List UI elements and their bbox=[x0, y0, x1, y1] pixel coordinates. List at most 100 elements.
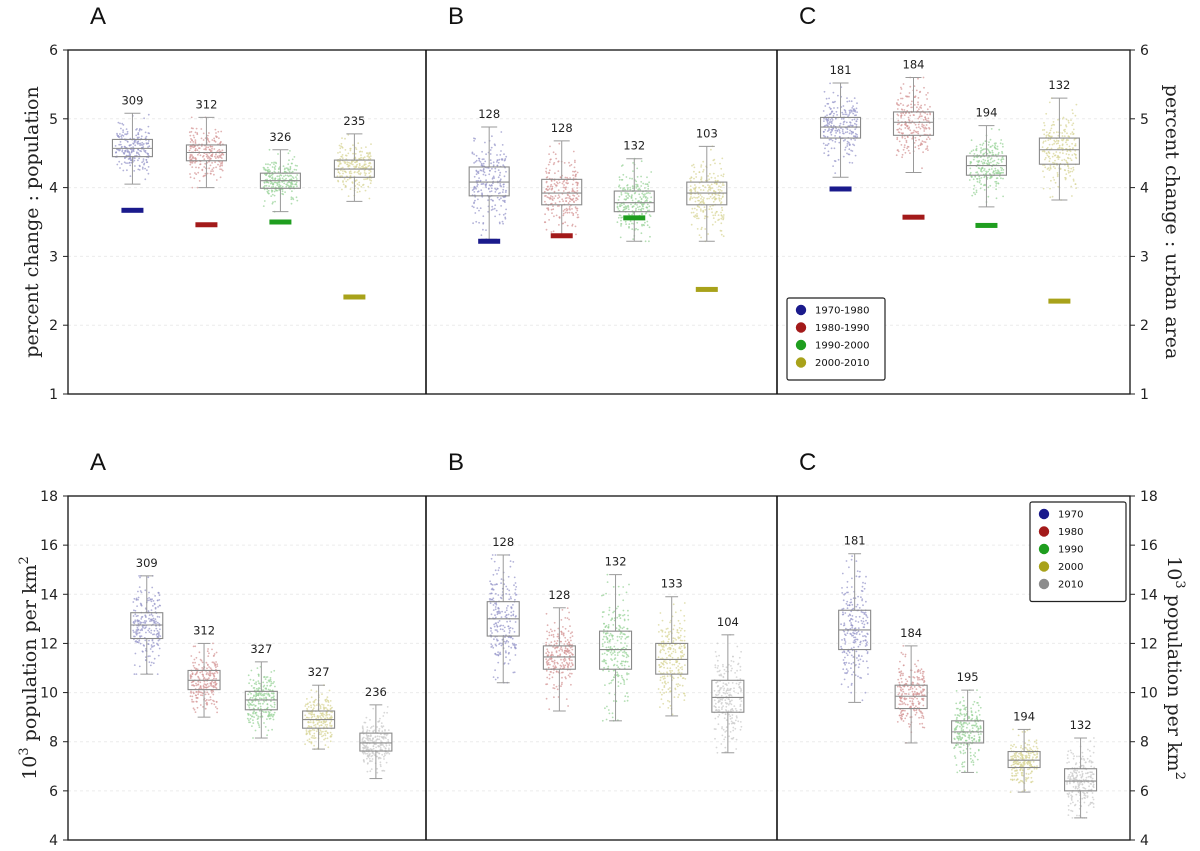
jitter-point bbox=[707, 233, 709, 235]
jitter-point bbox=[128, 158, 130, 160]
jitter-point bbox=[215, 706, 217, 708]
jitter-point bbox=[206, 662, 208, 664]
jitter-point bbox=[504, 175, 506, 177]
jitter-point bbox=[506, 614, 508, 616]
jitter-point bbox=[623, 203, 625, 205]
jitter-point bbox=[560, 646, 562, 648]
jitter-point bbox=[839, 132, 841, 134]
jitter-point bbox=[359, 165, 361, 167]
jitter-point bbox=[260, 694, 262, 696]
jitter-point bbox=[713, 190, 715, 192]
jitter-point bbox=[1069, 175, 1071, 177]
jitter-point bbox=[856, 124, 858, 126]
y-tick-label-left: 10 bbox=[40, 686, 58, 702]
jitter-point bbox=[567, 225, 569, 227]
count-label: 128 bbox=[478, 107, 500, 121]
jitter-point bbox=[324, 733, 326, 735]
jitter-point bbox=[683, 699, 685, 701]
jitter-point bbox=[496, 161, 498, 163]
jitter-point bbox=[1000, 177, 1002, 179]
jitter-point bbox=[500, 628, 502, 630]
jitter-point bbox=[980, 150, 982, 152]
jitter-point bbox=[928, 127, 930, 129]
jitter-point bbox=[564, 650, 566, 652]
jitter-point bbox=[546, 181, 548, 183]
jitter-point bbox=[138, 640, 140, 642]
jitter-point bbox=[566, 177, 568, 179]
jitter-point bbox=[572, 198, 574, 200]
jitter-point bbox=[624, 189, 626, 191]
jitter-point bbox=[836, 111, 838, 113]
jitter-point bbox=[509, 620, 511, 622]
jitter-point bbox=[129, 145, 131, 147]
y-tick-label-right: 6 bbox=[1140, 784, 1149, 800]
y-tick-label-right: 18 bbox=[1140, 489, 1158, 505]
jitter-point bbox=[251, 685, 253, 687]
jitter-point bbox=[994, 181, 996, 183]
jitter-point bbox=[491, 187, 493, 189]
jitter-point bbox=[134, 142, 136, 144]
jitter-point bbox=[569, 676, 571, 678]
jitter-point bbox=[346, 161, 348, 163]
jitter-point bbox=[306, 733, 308, 735]
jitter-point bbox=[135, 610, 137, 612]
jitter-point bbox=[722, 219, 724, 221]
jitter-point bbox=[720, 198, 722, 200]
box-c-2000-2010: 132 bbox=[1039, 78, 1079, 303]
jitter-point bbox=[381, 730, 383, 732]
jitter-point bbox=[1072, 147, 1074, 149]
jitter-point bbox=[830, 131, 832, 133]
jitter-point bbox=[285, 178, 287, 180]
jitter-point bbox=[384, 734, 386, 736]
jitter-point bbox=[500, 205, 502, 207]
jitter-point bbox=[978, 162, 980, 164]
jitter-point bbox=[327, 704, 329, 706]
jitter-point bbox=[559, 217, 561, 219]
jitter-point bbox=[923, 130, 925, 132]
jitter-point bbox=[846, 97, 848, 99]
jitter-point bbox=[285, 175, 287, 177]
box-b-2000: 133 bbox=[656, 577, 688, 716]
jitter-point bbox=[578, 195, 580, 197]
jitter-point bbox=[618, 594, 620, 596]
jitter-point bbox=[266, 682, 268, 684]
jitter-point bbox=[556, 215, 558, 217]
jitter-point bbox=[365, 190, 367, 192]
jitter-point bbox=[497, 622, 499, 624]
jitter-point bbox=[1071, 124, 1073, 126]
jitter-point bbox=[553, 634, 555, 636]
jitter-point bbox=[920, 144, 922, 146]
jitter-point bbox=[202, 674, 204, 676]
jitter-point bbox=[926, 114, 928, 116]
jitter-point bbox=[258, 707, 260, 709]
jitter-point bbox=[695, 176, 697, 178]
jitter-point bbox=[647, 188, 649, 190]
jitter-point bbox=[831, 147, 833, 149]
jitter-point bbox=[197, 154, 199, 156]
jitter-point bbox=[549, 664, 551, 666]
jitter-point bbox=[897, 114, 899, 116]
jitter-point bbox=[986, 162, 988, 164]
jitter-point bbox=[120, 144, 122, 146]
jitter-point bbox=[911, 101, 913, 103]
jitter-point bbox=[574, 167, 576, 169]
jitter-point bbox=[129, 165, 131, 167]
jitter-point bbox=[608, 709, 610, 711]
jitter-point bbox=[671, 653, 673, 655]
jitter-point bbox=[476, 160, 478, 162]
jitter-point bbox=[1003, 158, 1005, 160]
jitter-point bbox=[834, 172, 836, 174]
jitter-point bbox=[147, 655, 149, 657]
jitter-point bbox=[691, 197, 693, 199]
jitter-point bbox=[308, 725, 310, 727]
jitter-point bbox=[1057, 172, 1059, 174]
jitter-point bbox=[275, 165, 277, 167]
jitter-point bbox=[323, 708, 325, 710]
jitter-point bbox=[723, 173, 725, 175]
jitter-point bbox=[989, 185, 991, 187]
jitter-point bbox=[143, 164, 145, 166]
jitter-point bbox=[497, 662, 499, 664]
jitter-point bbox=[572, 635, 574, 637]
jitter-point bbox=[142, 627, 144, 629]
